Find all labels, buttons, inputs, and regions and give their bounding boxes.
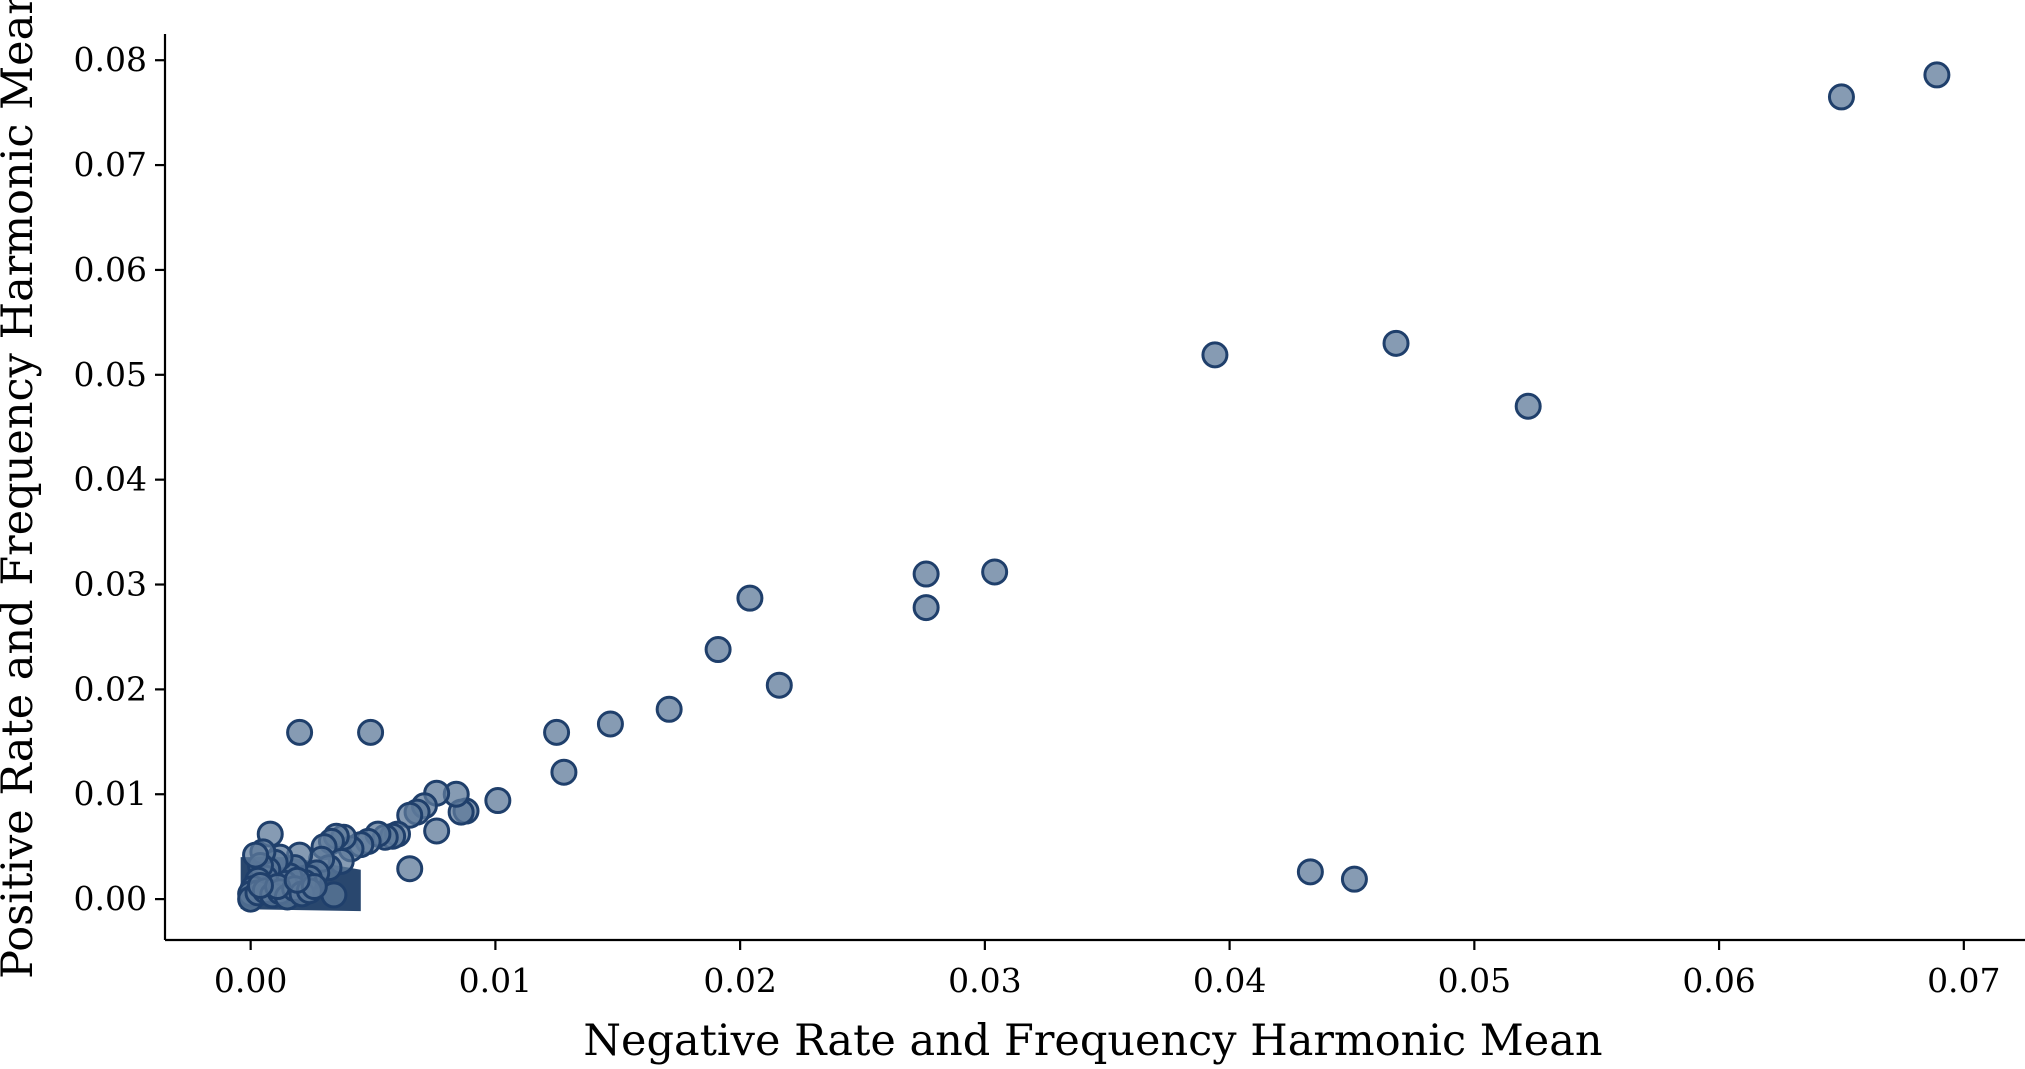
x-tick-label: 0.01 xyxy=(459,961,532,1000)
data-point xyxy=(357,718,385,746)
x-axis-title: Negative Rate and Frequency Harmonic Mea… xyxy=(583,1016,1602,1066)
y-tick-label: 0.05 xyxy=(74,355,147,394)
data-point xyxy=(1514,392,1542,420)
y-tick-label: 0.03 xyxy=(74,565,147,604)
data-point xyxy=(286,718,314,746)
data-point xyxy=(1827,83,1855,111)
data-point xyxy=(981,558,1009,586)
data-point xyxy=(596,710,624,738)
y-tick-label: 0.04 xyxy=(74,460,147,499)
data-point xyxy=(550,758,578,786)
data-point xyxy=(1382,329,1410,357)
data-point xyxy=(396,855,424,883)
data-point xyxy=(912,594,940,622)
data-point xyxy=(242,841,270,869)
ticks-layer: 0.00 0.01 0.02 0.03 0.04 0.05 0.06 0.07 0.00 0.01… xyxy=(74,40,2001,1000)
data-point xyxy=(396,801,424,829)
x-tick-label: 0.00 xyxy=(214,961,287,1000)
x-tick-label: 0.06 xyxy=(1682,961,1755,1000)
y-tick-label: 0.00 xyxy=(74,879,147,918)
data-point xyxy=(423,817,451,845)
data-point xyxy=(704,636,732,664)
y-tick-label: 0.01 xyxy=(74,774,147,813)
data-point xyxy=(484,787,512,815)
data-point xyxy=(912,560,940,588)
y-tick-label: 0.06 xyxy=(74,250,147,289)
data-point xyxy=(1923,61,1951,89)
data-point xyxy=(1296,858,1324,886)
data-point xyxy=(736,584,764,612)
data-point xyxy=(543,718,571,746)
x-tick-label: 0.04 xyxy=(1193,961,1266,1000)
x-tick-label: 0.05 xyxy=(1438,961,1511,1000)
data-point xyxy=(765,671,793,699)
data-point xyxy=(246,871,274,899)
data-point xyxy=(1201,341,1229,369)
data-point xyxy=(1340,865,1368,893)
points-layer xyxy=(237,61,1951,913)
x-tick-label: 0.07 xyxy=(1927,961,2000,1000)
x-tick-label: 0.02 xyxy=(703,961,776,1000)
y-tick-label: 0.08 xyxy=(74,40,147,79)
y-tick-label: 0.07 xyxy=(74,145,147,184)
y-axis-title: Positive Rate and Frequency Harmonic Mea… xyxy=(0,0,43,979)
data-point xyxy=(655,695,683,723)
data-point xyxy=(283,866,311,894)
y-tick-label: 0.02 xyxy=(74,669,147,708)
x-tick-label: 0.03 xyxy=(948,961,1021,1000)
